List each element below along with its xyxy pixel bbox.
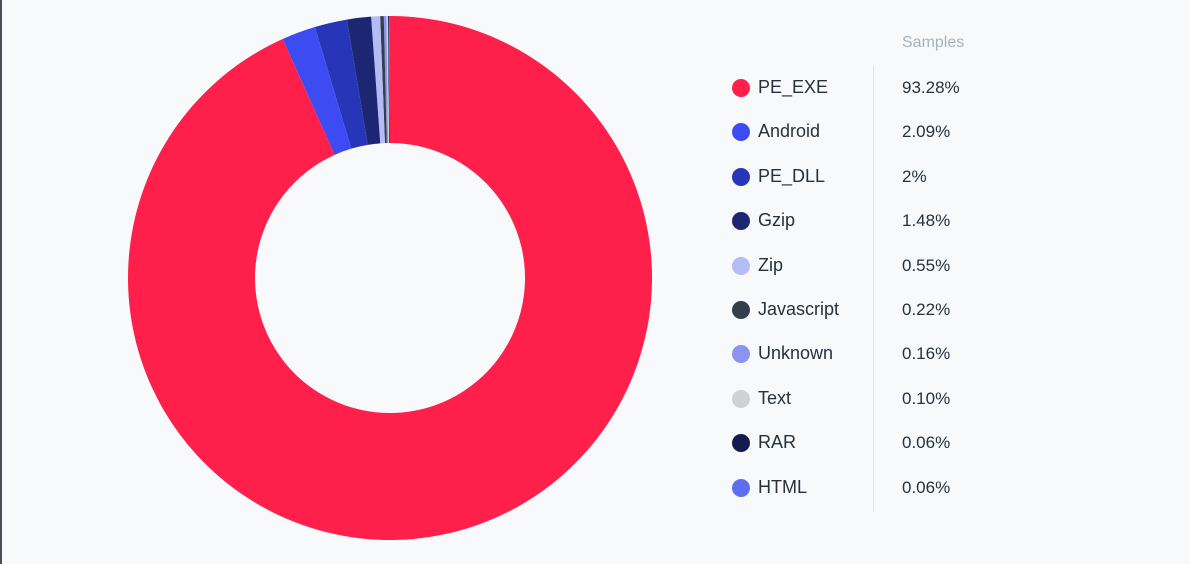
slice-unknown[interactable] [383,16,389,144]
legend-label-rar: RAR [758,432,797,453]
slice-javascript[interactable] [380,16,387,144]
legend-value-gzip: 1.48% [902,211,951,231]
legend-swatch-html [732,478,750,497]
slice-gzip[interactable] [346,16,381,145]
legend-label-unknown: Unknown [758,343,834,364]
legend-row-android[interactable]: Android 2.09% [732,110,1012,154]
legend-label-gzip: Gzip [758,210,796,231]
legend-row-pe-exe[interactable]: PE_EXE 93.28% [732,66,1012,110]
legend-label-html: HTML [758,476,807,497]
legend-swatch-javascript [732,300,750,319]
legend-row-pe-dll[interactable]: PE_DLL 2% [732,155,1012,199]
legend-divider [873,66,874,512]
legend-value-zip: 0.55% [902,255,951,275]
legend-label-android: Android [758,121,821,142]
legend-swatch-pe-exe [732,79,750,97]
legend-value-rar: 0.06% [902,433,951,453]
legend-row-html[interactable]: HTML 0.06% [732,466,1012,510]
slice-rar[interactable] [388,16,390,144]
slice-html[interactable] [389,16,390,144]
legend-label-pe-exe: PE_EXE [758,77,829,97]
legend-value-unknown: 0.16% [902,344,951,364]
legend-row-text[interactable]: Text 0.10% [732,377,1012,421]
legend-value-android: 2.09% [902,122,951,142]
legend-row-rar[interactable]: RAR 0.06% [732,421,1012,465]
legend-swatch-zip [732,256,750,275]
legend-swatch-pe-dll [732,167,750,186]
legend-row-gzip[interactable]: Gzip 1.48% [732,199,1012,243]
slice-zip[interactable] [371,16,385,144]
legend-swatch-text [732,389,750,408]
slice-android[interactable] [282,27,352,155]
chart-legend: PE_EXE 93.28% Android 2.09% PE_DLL 2% Gz… [732,66,1012,510]
legend-label-pe-dll: PE_DLL [758,165,826,186]
legend-swatch-gzip [732,212,750,231]
slice-pe-exe[interactable] [127,16,652,540]
legend-header: Samples [902,34,965,51]
slice-pe-dll[interactable] [314,19,368,149]
legend-row-unknown[interactable]: Unknown 0.16% [732,332,1012,376]
donut-chart-svg [127,16,652,540]
legend-swatch-rar [732,434,750,453]
donut-chart [120,8,660,548]
legend-value-pe-exe: 93.28% [902,78,960,97]
window-left-border [0,0,2,564]
slice-text[interactable] [386,16,389,144]
legend-value-html: 0.06% [902,477,951,497]
legend-value-pe-dll: 2% [902,166,927,186]
legend-row-javascript[interactable]: Javascript 0.22% [732,288,1012,332]
legend-swatch-android [732,123,750,142]
legend-value-javascript: 0.22% [902,299,951,319]
legend-value-text: 0.10% [902,388,951,408]
legend-label-text: Text [758,387,792,408]
legend-swatch-unknown [732,345,750,364]
legend-label-javascript: Javascript [758,298,840,319]
legend-label-zip: Zip [758,254,784,275]
legend-row-zip[interactable]: Zip 0.55% [732,244,1012,288]
